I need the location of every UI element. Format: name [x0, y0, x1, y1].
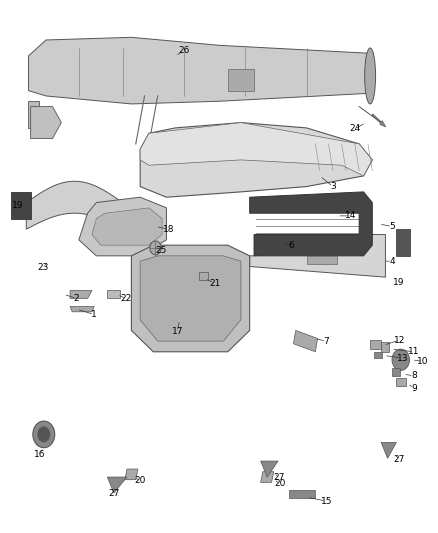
Circle shape [150, 241, 161, 255]
Polygon shape [107, 477, 127, 493]
Bar [374, 352, 382, 358]
Text: 10: 10 [417, 357, 428, 366]
Ellipse shape [364, 48, 376, 104]
Polygon shape [250, 192, 372, 256]
Polygon shape [28, 101, 39, 128]
Polygon shape [250, 235, 385, 277]
Text: 16: 16 [34, 450, 45, 458]
Text: 7: 7 [323, 337, 329, 345]
Text: 9: 9 [411, 384, 417, 392]
Circle shape [33, 421, 55, 448]
Polygon shape [31, 107, 61, 139]
Polygon shape [26, 181, 123, 229]
Circle shape [392, 349, 410, 370]
Text: 20: 20 [134, 477, 146, 485]
Text: 1: 1 [91, 310, 97, 319]
Text: 20: 20 [275, 480, 286, 488]
Polygon shape [261, 461, 278, 477]
Text: 27: 27 [274, 473, 285, 481]
Text: 15: 15 [321, 497, 332, 505]
Polygon shape [396, 229, 410, 256]
Polygon shape [131, 245, 250, 352]
Polygon shape [140, 256, 241, 341]
Polygon shape [11, 192, 31, 219]
Text: 5: 5 [389, 222, 395, 231]
Bar [370, 340, 381, 349]
Polygon shape [293, 330, 318, 352]
Bar [392, 368, 400, 376]
Text: 14: 14 [345, 212, 356, 220]
Text: 18: 18 [163, 225, 174, 233]
Text: 4: 4 [389, 257, 395, 265]
Text: 27: 27 [394, 455, 405, 464]
Text: 11: 11 [408, 348, 420, 356]
Circle shape [37, 426, 50, 442]
Bar [307, 256, 337, 264]
Text: 3: 3 [330, 182, 336, 191]
Polygon shape [140, 123, 372, 197]
Text: 17: 17 [172, 327, 183, 336]
Text: 21: 21 [209, 279, 220, 288]
Text: 27: 27 [108, 489, 120, 497]
Bar [381, 342, 389, 352]
Bar [228, 69, 254, 91]
Polygon shape [289, 490, 315, 498]
Text: 26: 26 [178, 46, 190, 55]
Text: 6: 6 [288, 241, 294, 249]
Bar [396, 378, 406, 386]
Polygon shape [28, 37, 370, 104]
Polygon shape [70, 306, 94, 312]
Text: 22: 22 [120, 294, 132, 303]
Text: 23: 23 [37, 263, 49, 272]
Polygon shape [140, 123, 372, 176]
Polygon shape [70, 290, 92, 298]
FancyArrow shape [372, 114, 386, 127]
Polygon shape [92, 208, 162, 245]
Polygon shape [107, 290, 120, 298]
Polygon shape [79, 197, 166, 256]
Polygon shape [125, 469, 138, 480]
Text: 25: 25 [155, 246, 167, 255]
Bar [199, 272, 208, 280]
Text: 13: 13 [397, 354, 409, 362]
Polygon shape [381, 442, 396, 458]
Text: 19: 19 [393, 278, 404, 287]
Text: 2: 2 [74, 294, 79, 303]
Text: 19: 19 [12, 201, 23, 209]
Text: 8: 8 [411, 372, 417, 380]
Text: 12: 12 [394, 336, 405, 344]
Polygon shape [261, 472, 274, 482]
Text: 24: 24 [349, 125, 360, 133]
